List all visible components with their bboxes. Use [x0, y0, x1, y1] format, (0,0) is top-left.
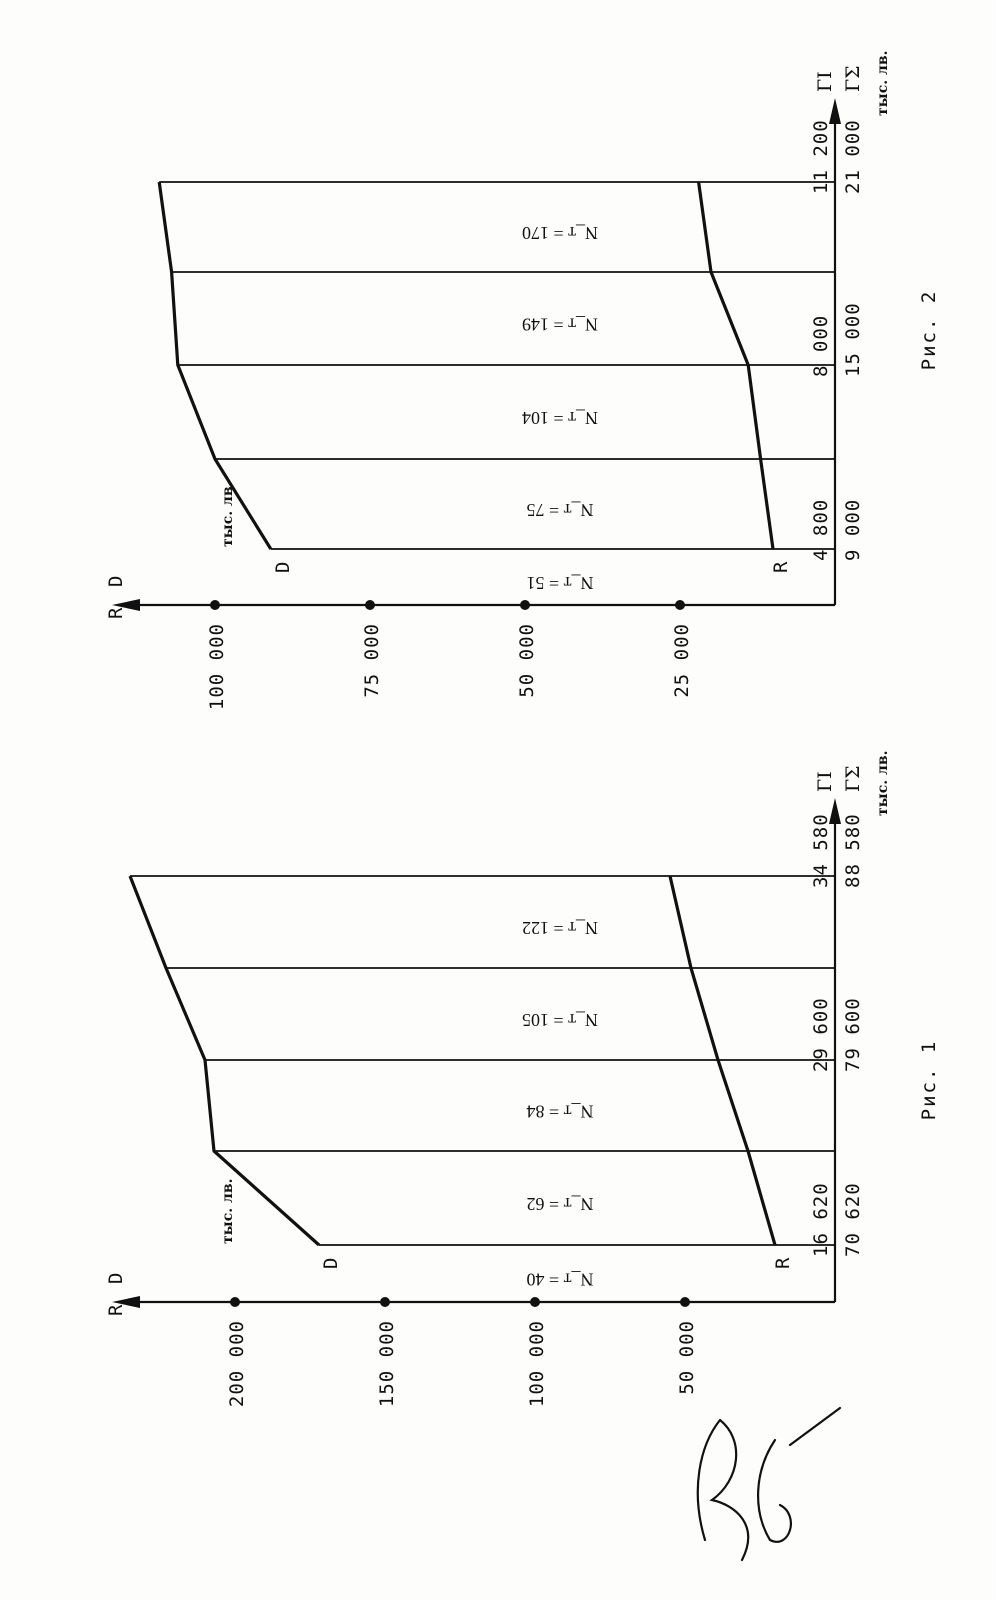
- gamma-sigma-label: ΓΣ: [842, 765, 864, 792]
- segment-axis-arrow-icon: [829, 798, 841, 824]
- value-tick-label: 25 000: [671, 623, 693, 698]
- boundary-label-gamma-sigma: 70 620: [842, 1182, 864, 1257]
- gamma-unit-label: тыс. лв.: [875, 51, 891, 116]
- series-r-label: R: [770, 561, 792, 573]
- series-r-label: R: [772, 1257, 794, 1269]
- segment-label: N_т = 104: [522, 408, 598, 428]
- figure-caption: Рис. 2: [918, 290, 940, 371]
- handwritten-note: [696, 1406, 842, 1562]
- segment-label: N_т = 75: [526, 500, 593, 520]
- gamma-unit-label: тыс. лв.: [875, 751, 891, 816]
- value-tick-mark: [230, 1297, 240, 1307]
- segment-label: N_т = 62: [526, 1194, 593, 1214]
- value-unit-label: тыс. лв.: [220, 482, 236, 547]
- boundary-label-gamma-sigma: 21 000: [842, 119, 864, 194]
- boundary-label-gamma-i: 11 200: [810, 119, 832, 194]
- segment-label: N_т = 105: [522, 1010, 598, 1030]
- segment-label: N_т = 51: [526, 573, 593, 593]
- value-tick-mark: [680, 1297, 690, 1307]
- value-tick-label: 150 000: [376, 1320, 398, 1407]
- value-unit-label: тыс. лв.: [220, 1179, 236, 1244]
- series-r-line: [668, 875, 777, 1246]
- boundary-label-gamma-i: 29 600: [810, 997, 832, 1072]
- axis-label-d: D: [105, 576, 127, 587]
- segment-label: N_т = 40: [526, 1270, 593, 1290]
- value-tick-mark: [380, 1297, 390, 1307]
- axis-label-d: D: [105, 1273, 127, 1284]
- value-tick-mark: [675, 600, 685, 610]
- value-tick-label: 200 000: [226, 1320, 248, 1407]
- axis-label-r: R: [105, 607, 127, 619]
- boundary-label-gamma-sigma: 79 600: [842, 997, 864, 1072]
- segment-label: N_т = 149: [522, 315, 598, 335]
- value-axis-arrow-icon: [112, 599, 140, 611]
- boundary-label-gamma-sigma: 88 580: [842, 813, 864, 888]
- segment-axis-arrow-icon: [829, 98, 841, 124]
- series-d-label: D: [320, 1258, 342, 1269]
- handwritten-page-number: [696, 1406, 842, 1562]
- axis-label-r: R: [105, 1304, 127, 1316]
- segment-label: N_т = 84: [526, 1102, 593, 1122]
- value-tick-label: 50 000: [516, 623, 538, 698]
- value-tick-mark: [210, 600, 220, 610]
- value-tick-mark: [530, 1297, 540, 1307]
- boundary-label-gamma-i: 4 800: [810, 499, 832, 561]
- boundary-label-gamma-sigma: 9 000: [842, 499, 864, 561]
- boundary-label-gamma-sigma: 15 000: [842, 302, 864, 377]
- value-tick-label: 50 000: [676, 1320, 698, 1395]
- series-d-label: D: [272, 562, 294, 573]
- gamma-sigma-label: ΓΣ: [842, 65, 864, 92]
- value-tick-label: 75 000: [361, 623, 383, 698]
- gamma-i-label: ΓI: [814, 71, 836, 92]
- gamma-i-label: ΓI: [814, 771, 836, 792]
- value-axis-arrow-icon: [112, 1296, 140, 1308]
- boundary-label-gamma-i: 16 620: [810, 1182, 832, 1257]
- series-d-line: [128, 875, 321, 1247]
- boundary-label-gamma-i: 34 580: [810, 813, 832, 888]
- value-tick-label: 100 000: [206, 623, 228, 710]
- value-tick-label: 100 000: [526, 1320, 548, 1407]
- series-r-line: [697, 181, 775, 550]
- series-d-line: [157, 181, 273, 550]
- segment-label: N_т = 170: [522, 223, 598, 243]
- value-tick-mark: [365, 600, 375, 610]
- value-tick-mark: [520, 600, 530, 610]
- segment-label: N_т = 122: [522, 918, 598, 938]
- boundary-label-gamma-i: 8 000: [810, 315, 832, 377]
- figure-caption: Рис. 1: [918, 1040, 940, 1121]
